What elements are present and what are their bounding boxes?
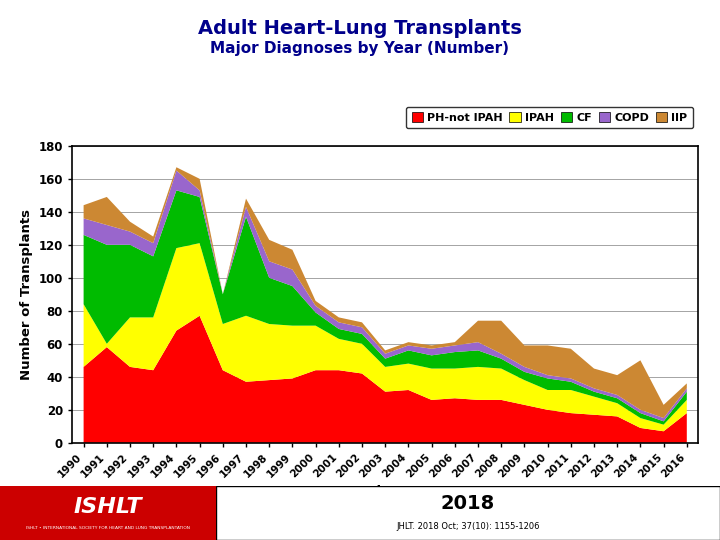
Text: ISHLT • INTERNATIONAL SOCIETY FOR HEART AND LUNG TRANSPLANTATION: ISHLT • INTERNATIONAL SOCIETY FOR HEART …	[26, 526, 190, 530]
Y-axis label: Number of Transplants: Number of Transplants	[20, 209, 33, 380]
X-axis label: Transplant Year: Transplant Year	[324, 485, 446, 499]
Legend: PH-not IPAH, IPAH, CF, COPD, IIP: PH-not IPAH, IPAH, CF, COPD, IIP	[406, 107, 693, 129]
Text: 2018: 2018	[441, 494, 495, 513]
Text: JHLT. 2018 Oct; 37(10): 1155-1206: JHLT. 2018 Oct; 37(10): 1155-1206	[396, 522, 540, 531]
Text: Adult Heart-Lung Transplants: Adult Heart-Lung Transplants	[198, 19, 522, 38]
Text: Major Diagnoses by Year (Number): Major Diagnoses by Year (Number)	[210, 40, 510, 56]
Text: ISHLT: ISHLT	[73, 496, 143, 517]
